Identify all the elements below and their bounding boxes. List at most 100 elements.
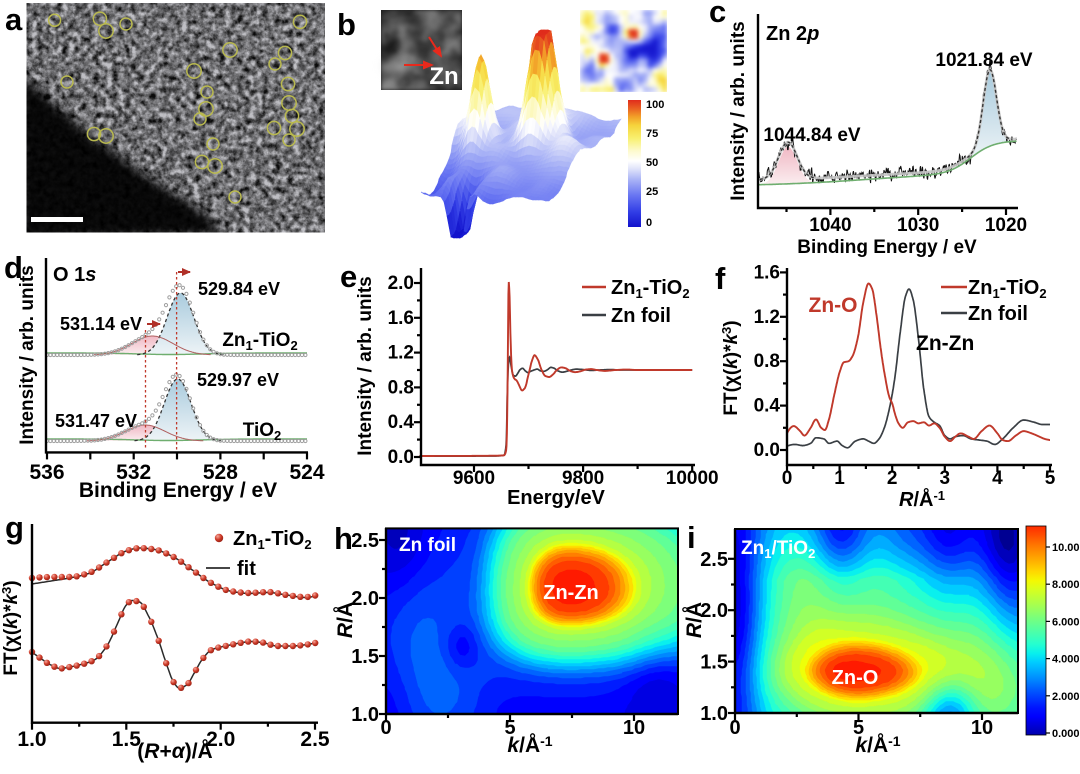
svg-text:6.000: 6.000 <box>1052 616 1080 628</box>
svg-text:0.8: 0.8 <box>754 351 780 372</box>
svg-text:f: f <box>715 261 726 296</box>
svg-text:8.000: 8.000 <box>1052 579 1080 591</box>
svg-text:g: g <box>5 510 24 545</box>
svg-text:FT(χ(k)*k3​): FT(χ(k)*k3​) <box>0 580 22 675</box>
svg-text:Intensity / arb. units: Intensity / arb. units <box>355 276 376 455</box>
svg-text:5: 5 <box>1045 468 1056 489</box>
svg-text:50: 50 <box>646 157 658 169</box>
svg-text:0.8: 0.8 <box>388 377 414 398</box>
svg-text:0.4: 0.4 <box>754 396 781 417</box>
svg-text:e: e <box>340 259 357 294</box>
svg-text:2.0: 2.0 <box>206 728 235 751</box>
svg-text:0.4: 0.4 <box>388 412 415 433</box>
svg-text:1.5: 1.5 <box>700 652 728 674</box>
svg-text:10: 10 <box>623 717 645 739</box>
svg-text:1.5: 1.5 <box>351 646 379 668</box>
svg-text:a: a <box>5 2 23 37</box>
svg-text:Zn-O: Zn-O <box>809 294 858 317</box>
svg-text:1044.84 eV: 1044.84 eV <box>763 125 861 146</box>
svg-text:1.0: 1.0 <box>17 728 46 751</box>
svg-text:Binding Energy / eV: Binding Energy / eV <box>79 479 277 502</box>
svg-text:10000: 10000 <box>666 468 719 489</box>
svg-text:Energy/eV: Energy/eV <box>507 487 605 509</box>
svg-text:2.0: 2.0 <box>388 273 414 294</box>
svg-text:3: 3 <box>940 468 951 489</box>
svg-text:Zn foil: Zn foil <box>611 305 671 327</box>
svg-text:h: h <box>334 521 353 556</box>
svg-text:5: 5 <box>504 717 515 739</box>
svg-text:4: 4 <box>992 468 1003 489</box>
svg-text:0: 0 <box>646 217 652 229</box>
svg-text:0.0: 0.0 <box>388 447 414 468</box>
svg-text:531.14 eV: 531.14 eV <box>60 314 142 334</box>
svg-text:Zn1​-TiO2​: Zn1​-TiO2​ <box>968 277 1047 301</box>
svg-text:25: 25 <box>646 186 658 198</box>
svg-text:2.5: 2.5 <box>700 549 728 571</box>
svg-text:Intensity / arb. units: Intensity / arb. units <box>17 265 38 444</box>
svg-text:2.5: 2.5 <box>300 728 330 751</box>
svg-text:1030: 1030 <box>897 215 939 236</box>
svg-text:O 1s: O 1s <box>53 264 96 286</box>
svg-text:0: 0 <box>380 717 391 739</box>
svg-text:75: 75 <box>646 128 658 140</box>
svg-text:10.00: 10.00 <box>1052 542 1080 554</box>
svg-text:Zn-Zn: Zn-Zn <box>543 582 599 604</box>
svg-text:524: 524 <box>289 461 324 484</box>
svg-text:2.0: 2.0 <box>700 600 728 622</box>
svg-text:k/Å-1​: k/Å-1​ <box>507 733 552 757</box>
svg-text:b: b <box>337 7 356 42</box>
svg-text:1.0: 1.0 <box>700 703 728 725</box>
svg-text:529.97 eV: 529.97 eV <box>197 370 279 390</box>
svg-text:(R+α)/Å: (R+α)/Å <box>137 739 212 763</box>
svg-text:Zn1​-TiO2​: Zn1​-TiO2​ <box>233 528 312 552</box>
svg-text:FT(χ(k)*k3​): FT(χ(k)*k3​) <box>719 320 742 415</box>
svg-text:1.5: 1.5 <box>112 728 142 751</box>
svg-text:1.2: 1.2 <box>754 307 780 328</box>
svg-text:536: 536 <box>29 461 64 484</box>
svg-text:100: 100 <box>646 99 664 111</box>
svg-text:2.5: 2.5 <box>351 530 379 552</box>
svg-text:Intensity / arb. units: Intensity / arb. units <box>728 21 749 200</box>
svg-text:2: 2 <box>887 468 898 489</box>
svg-text:10: 10 <box>971 717 993 739</box>
svg-text:2.0: 2.0 <box>351 588 379 610</box>
svg-text:529.84 eV: 529.84 eV <box>198 279 280 299</box>
svg-text:Zn-O: Zn-O <box>832 667 879 689</box>
svg-text:0.0: 0.0 <box>754 440 780 461</box>
svg-text:d: d <box>4 250 23 285</box>
svg-text:R/Å: R/Å <box>333 602 357 638</box>
svg-text:fit: fit <box>237 558 256 580</box>
svg-text:1: 1 <box>834 468 845 489</box>
svg-text:1021.84 eV: 1021.84 eV <box>935 50 1033 71</box>
svg-text:i: i <box>687 520 696 555</box>
svg-text:R/Å: R/Å <box>682 602 706 638</box>
svg-text:1.0: 1.0 <box>351 704 379 726</box>
svg-text:5: 5 <box>853 717 864 739</box>
svg-text:Binding Energy / eV: Binding Energy / eV <box>797 237 977 258</box>
svg-text:9600: 9600 <box>453 468 495 489</box>
svg-text:1020: 1020 <box>985 215 1027 236</box>
svg-text:9800: 9800 <box>562 468 604 489</box>
svg-text:TiO2​: TiO2​ <box>243 420 282 443</box>
svg-text:Zn1​-TiO2​: Zn1​-TiO2​ <box>222 330 297 353</box>
svg-text:1040: 1040 <box>809 215 851 236</box>
svg-text:528: 528 <box>203 461 238 484</box>
svg-text:4.000: 4.000 <box>1052 654 1080 666</box>
svg-text:Zn1​/TiO2​: Zn1​/TiO2​ <box>741 538 815 561</box>
svg-text:Zn-Zn: Zn-Zn <box>916 332 974 355</box>
svg-text:531.47 eV: 531.47 eV <box>55 411 137 431</box>
svg-text:1.6: 1.6 <box>754 262 780 283</box>
svg-text:0: 0 <box>729 717 740 739</box>
svg-text:0: 0 <box>782 468 793 489</box>
svg-text:532: 532 <box>116 461 151 484</box>
svg-text:2.000: 2.000 <box>1052 691 1080 703</box>
svg-text:Zn1​-TiO2​: Zn1​-TiO2​ <box>611 277 690 301</box>
svg-text:c: c <box>709 0 726 29</box>
svg-text:0.000: 0.000 <box>1052 728 1080 740</box>
svg-text:Zn: Zn <box>429 63 458 90</box>
svg-text:1.2: 1.2 <box>388 343 414 364</box>
svg-text:Zn foil: Zn foil <box>399 535 456 556</box>
svg-text:1.6: 1.6 <box>388 308 414 329</box>
svg-text:Zn 2p: Zn 2p <box>766 23 819 45</box>
svg-text:Zn foil: Zn foil <box>968 303 1028 325</box>
